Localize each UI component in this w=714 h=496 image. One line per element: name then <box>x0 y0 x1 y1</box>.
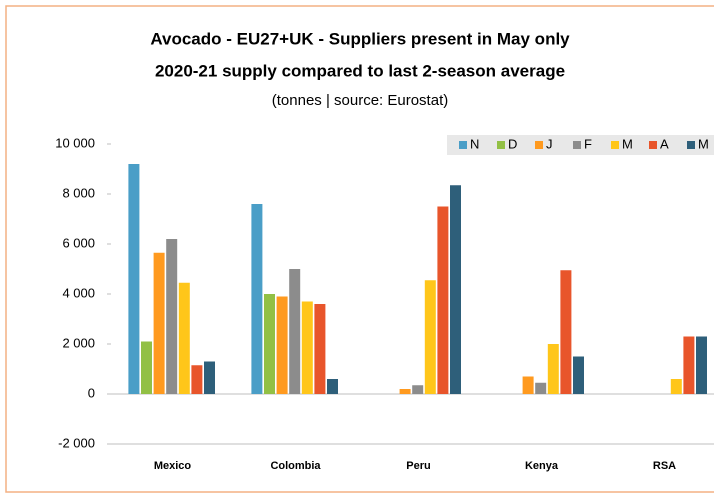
y-tick-label: 0 <box>88 385 95 400</box>
x-tick-label: RSA <box>653 460 676 472</box>
legend-label: D <box>508 136 517 151</box>
chart-note: (tonnes | source: Eurostat) <box>272 92 448 109</box>
bar <box>670 379 682 394</box>
bar <box>437 206 449 394</box>
chart-title: Avocado - EU27+UK - Suppliers present in… <box>150 29 570 48</box>
bar <box>301 301 313 394</box>
bar <box>522 376 534 394</box>
legend-swatch <box>573 141 581 149</box>
y-tick-label: -2 000 <box>58 435 95 450</box>
bar <box>327 379 338 394</box>
x-tick-label: Peru <box>406 460 430 472</box>
legend-label: A <box>660 136 669 151</box>
bar <box>178 282 190 394</box>
bar <box>153 252 165 394</box>
legend-label: M <box>622 136 633 151</box>
y-tick-label: 6 000 <box>62 235 95 250</box>
bar <box>276 296 288 394</box>
y-tick-label: 8 000 <box>62 185 95 200</box>
bar <box>399 389 411 394</box>
legend-label: N <box>470 136 479 151</box>
bar <box>560 270 572 394</box>
bar <box>450 185 461 394</box>
bar <box>289 269 301 394</box>
x-tick-label: Kenya <box>525 460 559 472</box>
bar <box>424 280 436 394</box>
legend-label: M <box>698 136 709 151</box>
legend-swatch <box>535 141 543 149</box>
chart-subtitle: 2020-21 supply compared to last 2-season… <box>155 61 565 80</box>
x-tick-label: Mexico <box>154 460 192 472</box>
bar <box>535 382 547 394</box>
bar <box>573 356 584 394</box>
y-tick-label: 10 000 <box>55 135 95 150</box>
legend-swatch <box>611 141 619 149</box>
bar <box>204 361 215 394</box>
bar <box>314 304 326 394</box>
legend-label: J <box>546 136 553 151</box>
bar <box>251 204 263 394</box>
bar <box>264 294 275 394</box>
bar <box>141 341 152 394</box>
legend-swatch <box>649 141 657 149</box>
bar <box>412 385 424 394</box>
bar <box>166 239 178 394</box>
y-tick-label: 2 000 <box>62 335 95 350</box>
y-tick-label: 4 000 <box>62 285 95 300</box>
bar <box>128 164 140 394</box>
x-tick-label: Colombia <box>270 460 321 472</box>
legend-swatch <box>687 141 695 149</box>
bar <box>696 336 707 394</box>
legend-label: F <box>584 136 592 151</box>
legend-swatch <box>497 141 505 149</box>
chart-frame <box>5 5 714 493</box>
bar <box>191 365 203 394</box>
bar <box>683 336 695 394</box>
legend-swatch <box>459 141 467 149</box>
bar <box>547 344 559 394</box>
